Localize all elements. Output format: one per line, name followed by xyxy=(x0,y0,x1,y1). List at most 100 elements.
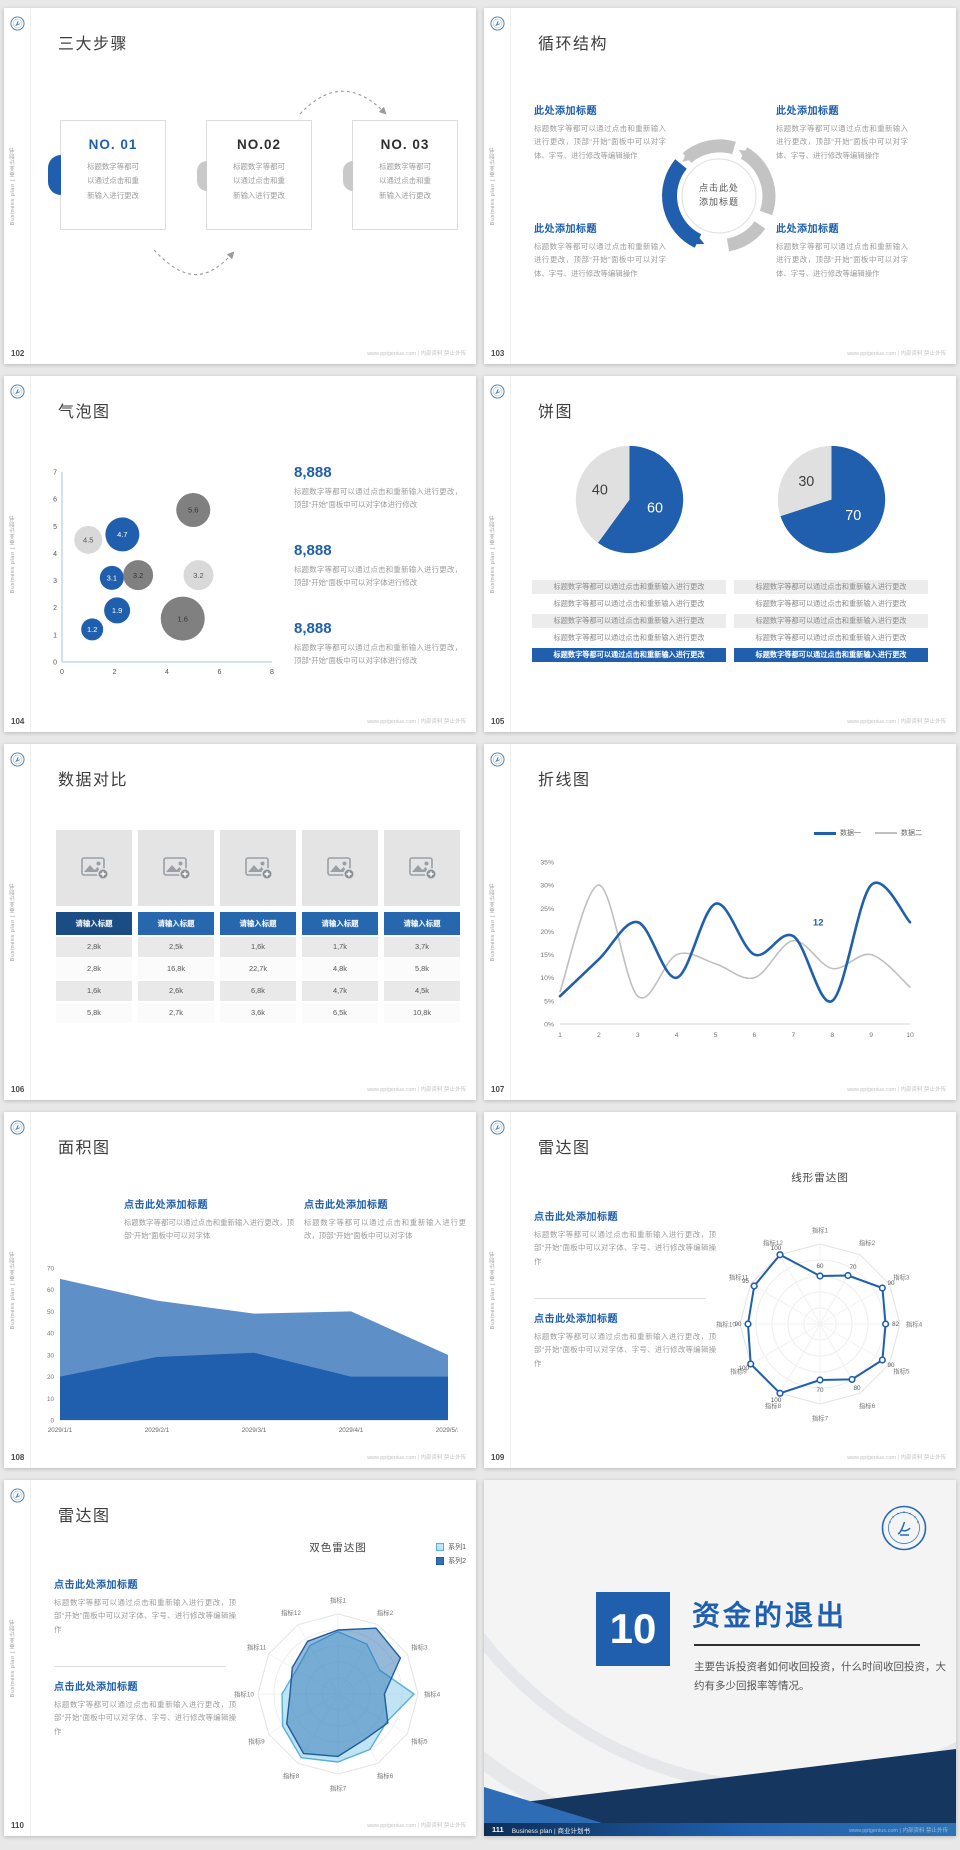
page-number: 108 xyxy=(11,1453,25,1462)
image-placeholder-row xyxy=(56,830,460,906)
svg-text:指标3: 指标3 xyxy=(411,1643,428,1652)
block-heading: 此处添加标题 xyxy=(776,224,839,235)
slide-thumbnail-110[interactable]: Business plan | 商业计划书 雷达图 点击此处添加标题 标题数字等… xyxy=(4,1480,476,1836)
svg-text:95: 95 xyxy=(742,1278,750,1285)
slide-title: 折线图 xyxy=(538,772,591,789)
page-number: 109 xyxy=(491,1453,505,1462)
table-header-row: 请输入标题 请输入标题 请输入标题 请输入标题 请输入标题 xyxy=(56,912,460,935)
svg-text:10: 10 xyxy=(47,1396,55,1403)
slide-sidebar: Business plan | 商业计划书 xyxy=(484,376,511,732)
svg-text:2: 2 xyxy=(597,1032,601,1039)
svg-text:60: 60 xyxy=(47,1287,55,1294)
page-number: 105 xyxy=(491,717,505,726)
slide-thumbnail-102[interactable]: Business plan | 商业计划书 三大步骤 NO. 01 标题数字等都… xyxy=(4,8,476,364)
svg-text:指标10: 指标10 xyxy=(716,1320,736,1329)
svg-text:0: 0 xyxy=(60,669,64,676)
table-cell: 1,6k xyxy=(220,937,296,957)
svg-text:82: 82 xyxy=(892,1321,900,1328)
slide-thumbnail-109[interactable]: Business plan | 商业计划书 雷达图 点击此处添加标题 标题数字等… xyxy=(484,1112,956,1468)
university-logo-icon xyxy=(881,1505,927,1551)
svg-text:7: 7 xyxy=(791,1032,795,1039)
brand-vertical-label: Business plan | 商业计划书 xyxy=(490,1250,496,1330)
bubble-chart: 0 1 2 3 4 5 6 7 0 2 4 6 8 4.5 4.7 3.1 3.2 5.6 3.2 1.9 1.2 1.6 xyxy=(53,470,274,677)
brand-logo-icon xyxy=(490,384,505,399)
slide-thumbnail-106[interactable]: Business plan | 商业计划书 数据对比 请输入标题 请输入标题 请… xyxy=(4,744,476,1100)
legend-label: 数据二 xyxy=(901,830,922,837)
svg-text:90: 90 xyxy=(888,1362,896,1369)
section-title: 资金的退出 xyxy=(692,1600,848,1631)
step-card-1[interactable]: NO. 01 标题数字等都可以通过点击和重新输入进行更改 xyxy=(48,120,166,230)
caption-row: 标题数字等都可以通过点击和重新输入进行更改 xyxy=(532,614,726,628)
svg-text:2029/1/1: 2029/1/1 xyxy=(48,1427,73,1434)
table-cell: 10,8k xyxy=(384,1003,460,1023)
footer-note: www.pptgenius.com | 内部资料 禁止外传 xyxy=(367,1455,466,1461)
svg-text:2029/2/1: 2029/2/1 xyxy=(145,1427,170,1434)
block-body: 标题数字等都可以通过点击和重新输入进行更改，顶部“开始”面板中可以对字体、字号、… xyxy=(776,242,908,278)
slide-title: 气泡图 xyxy=(58,404,111,421)
cycle-center-line2: 添加标题 xyxy=(698,196,739,207)
step-card-3[interactable]: NO. 03 标题数字等都可以通过点击和重新输入进行更改 xyxy=(343,120,458,230)
slide-thumbnail-111[interactable]: 10 资金的退出 主要告诉投资者如何收回投资，什么时间收回投资，大约有多少回报率… xyxy=(484,1480,956,1836)
slide-thumbnail-104[interactable]: Business plan | 商业计划书 气泡图 0 1 2 3 4 5 6 7 0 2 4 6 8 4… xyxy=(4,376,476,732)
block-heading: 点击此处添加标题 xyxy=(534,1212,618,1223)
image-placeholder[interactable] xyxy=(220,830,296,906)
block-heading: 点击此处添加标题 xyxy=(54,1682,138,1693)
brand-logo-icon xyxy=(10,16,25,31)
slide-sidebar: Business plan | 商业计划书 xyxy=(4,376,31,732)
svg-text:指标12: 指标12 xyxy=(763,1238,783,1247)
svg-text:1: 1 xyxy=(558,1032,562,1039)
legend-label: 系列1 xyxy=(448,1544,466,1551)
svg-text:2029/3/1: 2029/3/1 xyxy=(242,1427,267,1434)
slide-thumbnail-108[interactable]: Business plan | 商业计划书 面积图 点击此处添加标题 标题数字等… xyxy=(4,1112,476,1468)
slide-sidebar: Business plan | 商业计划书 xyxy=(4,8,31,364)
step-body: 标题数字等都可以通过点击和重新输入进行更改 xyxy=(379,162,431,200)
page-number: 111 xyxy=(492,1825,504,1834)
slide-title: 三大步骤 xyxy=(58,36,129,53)
svg-text:指标6: 指标6 xyxy=(859,1401,876,1410)
table-cell: 3,6k xyxy=(220,1003,296,1023)
footer-note: www.pptgenius.com | 内部资料 禁止外传 xyxy=(367,1823,466,1829)
svg-text:50: 50 xyxy=(47,1309,55,1316)
caption-row-highlight: 标题数字等都可以通过点击和重新输入进行更改 xyxy=(734,648,928,662)
area-chart: 0 10 20 30 40 50 60 70 2029/1/1 2029/2/1 2029/3/1 2… xyxy=(47,1266,458,1435)
table-cell: 1,7k xyxy=(302,937,378,957)
slide-thumbnail-105[interactable]: Business plan | 商业计划书 饼图 60 40 70 30 标题数字等… xyxy=(484,376,956,732)
legend-item: 数据一 xyxy=(814,828,861,838)
image-placeholder[interactable] xyxy=(302,830,378,906)
image-placeholder[interactable] xyxy=(138,830,214,906)
svg-text:指标9: 指标9 xyxy=(730,1367,747,1376)
image-placeholder[interactable] xyxy=(56,830,132,906)
slide-sidebar: Business plan | 商业计划书 xyxy=(484,744,511,1100)
svg-text:80: 80 xyxy=(853,1385,861,1392)
step-number: NO.02 xyxy=(236,137,282,152)
step-card-2[interactable]: NO.02 标题数字等都可以通过点击和重新输入进行更改 xyxy=(197,120,312,230)
svg-text:4: 4 xyxy=(165,669,169,676)
slide-sidebar: Business plan | 商业计划书 xyxy=(484,1112,511,1468)
svg-text:90: 90 xyxy=(734,1321,742,1328)
brand-logo-icon xyxy=(10,1120,25,1135)
caption-row: 标题数字等都可以通过点击和重新输入进行更改 xyxy=(734,631,928,645)
svg-text:指标7: 指标7 xyxy=(330,1784,347,1793)
svg-text:100: 100 xyxy=(771,1397,782,1404)
slide-footer-bar: 111 Business plan | 商业计划书 www.pptgenius.… xyxy=(484,1823,956,1836)
svg-text:2: 2 xyxy=(113,669,117,676)
table-header-cell: 请输入标题 xyxy=(56,912,132,935)
brand-logo-icon xyxy=(490,752,505,767)
slide-thumbnail-107[interactable]: Business plan | 商业计划书 折线图 数据一 数据二 0% 5% 10… xyxy=(484,744,956,1100)
svg-text:1: 1 xyxy=(53,632,57,639)
svg-text:3.1: 3.1 xyxy=(107,574,117,583)
text-block: 此处添加标题 标题数字等都可以通过点击和重新输入进行更改，顶部“开始”面板中可以… xyxy=(534,102,666,162)
svg-text:2: 2 xyxy=(53,605,57,612)
step-accent-semicircle xyxy=(197,161,207,191)
svg-text:10%: 10% xyxy=(540,975,554,982)
slide-title: 面积图 xyxy=(58,1140,111,1157)
text-block: 点击此处添加标题 标题数字等都可以通过点击和重新输入进行更改，顶部“开始”面板中… xyxy=(534,1310,716,1370)
slide-thumbnail-103[interactable]: Business plan | 商业计划书 循环结构 点击此处 添加标题 此处添… xyxy=(484,8,956,364)
step-number: NO. 01 xyxy=(88,137,138,152)
footer-note: www.pptgenius.com | 内部资料 禁止外传 xyxy=(847,1087,946,1093)
svg-text:100: 100 xyxy=(771,1245,782,1252)
table-cell: 6,8k xyxy=(220,981,296,1001)
image-placeholder[interactable] xyxy=(384,830,460,906)
svg-text:3: 3 xyxy=(53,578,57,585)
table-row: 1,6k 2,6k 6,8k 4,7k 4,5k xyxy=(56,981,460,1001)
